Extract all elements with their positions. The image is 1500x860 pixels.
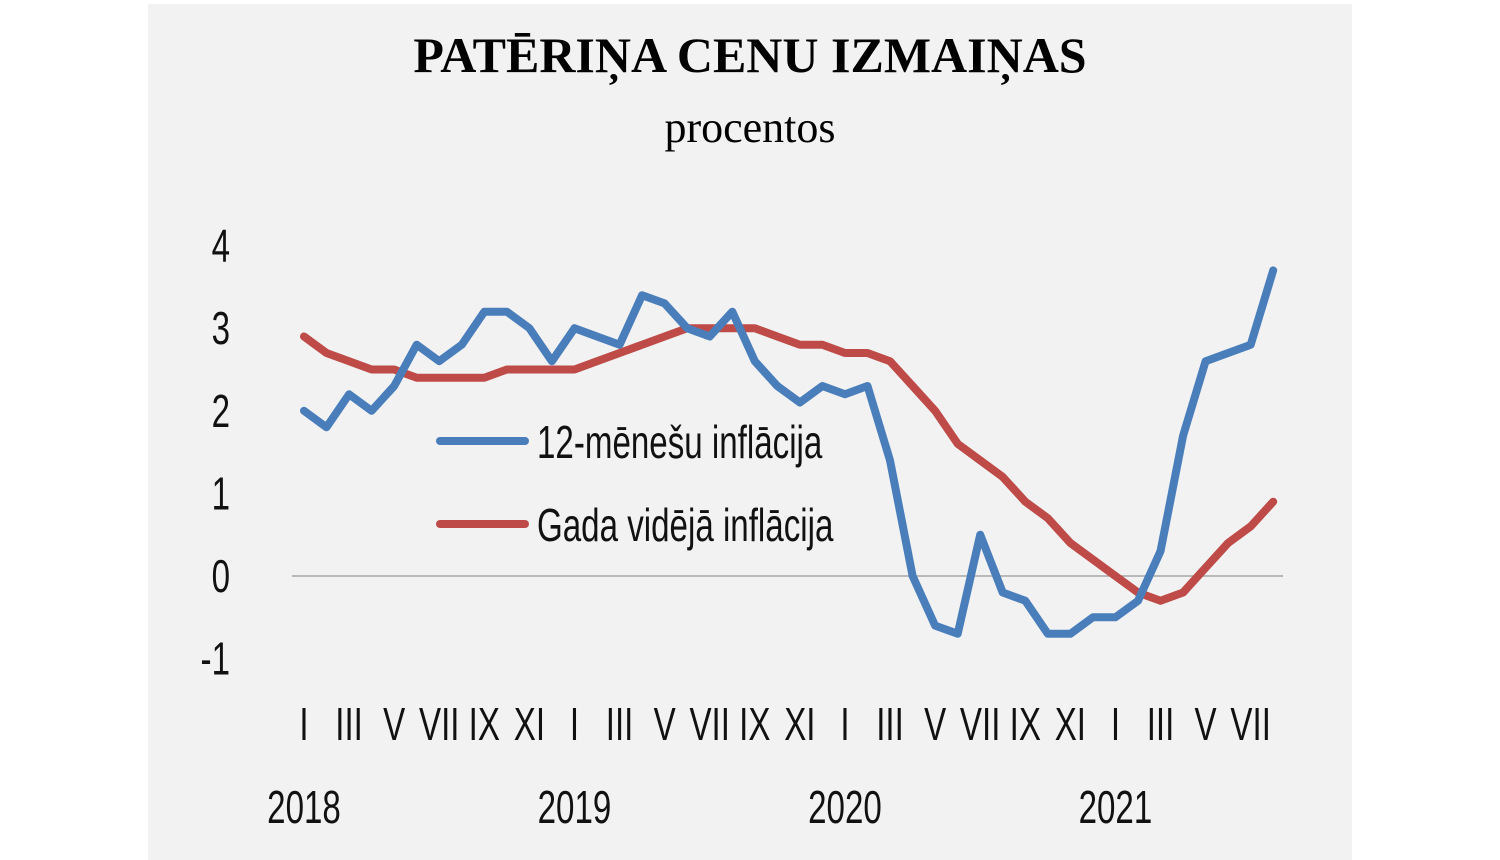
x-month-tick-label: XI — [784, 700, 815, 750]
x-month-tick-label: I — [840, 700, 849, 750]
chart-subtitle: procentos — [664, 103, 835, 152]
x-month-tick-label: V — [924, 700, 946, 750]
x-year-tick-label: 2021 — [1079, 783, 1153, 833]
x-month-tick-label: VII — [960, 700, 1001, 750]
x-month-tick-label: VII — [1230, 700, 1271, 750]
x-year-tick-label: 2020 — [808, 783, 882, 833]
y-tick-label: 3 — [212, 304, 230, 354]
x-month-tick-label: V — [383, 700, 405, 750]
chart-panel — [148, 4, 1352, 860]
x-month-tick-label: XI — [514, 700, 545, 750]
x-month-tick-label: IX — [739, 700, 770, 750]
x-month-tick-label: VII — [419, 700, 460, 750]
y-tick-label: 1 — [212, 469, 230, 519]
y-tick-label: 4 — [212, 221, 230, 271]
x-month-tick-label: IX — [469, 700, 500, 750]
x-month-tick-label: III — [606, 700, 634, 750]
x-month-tick-label: V — [654, 700, 676, 750]
chart-title: PATĒRIŅA CENU IZMAIŅAS — [413, 27, 1086, 86]
y-tick-label: 2 — [212, 387, 230, 437]
y-tick-label: -1 — [201, 634, 230, 684]
x-month-tick-label: XI — [1055, 700, 1086, 750]
x-year-tick-label: 2018 — [267, 783, 341, 833]
x-month-tick-label: I — [299, 700, 308, 750]
x-month-tick-label: I — [1111, 700, 1120, 750]
legend-label-annual-average: Gada vidējā inflācija — [537, 501, 834, 551]
x-month-tick-label: III — [876, 700, 904, 750]
x-year-tick-label: 2019 — [538, 783, 612, 833]
x-month-tick-label: III — [1147, 700, 1175, 750]
series-line-12-month-inflation — [300, 266, 1278, 638]
legend: 12-mēnešu inflācija Gada vidējā inflācij… — [436, 418, 834, 551]
x-month-tick-label: IX — [1010, 700, 1041, 750]
x-month-tick-label: VII — [689, 700, 730, 750]
x-month-tick-label: V — [1195, 700, 1217, 750]
series-line-annual-average-inflation — [300, 324, 1278, 605]
x-month-tick-label: I — [570, 700, 579, 750]
x-month-tick-label: III — [335, 700, 363, 750]
legend-label-12-month: 12-mēnešu inflācija — [537, 418, 823, 468]
y-tick-label: 0 — [212, 552, 230, 602]
